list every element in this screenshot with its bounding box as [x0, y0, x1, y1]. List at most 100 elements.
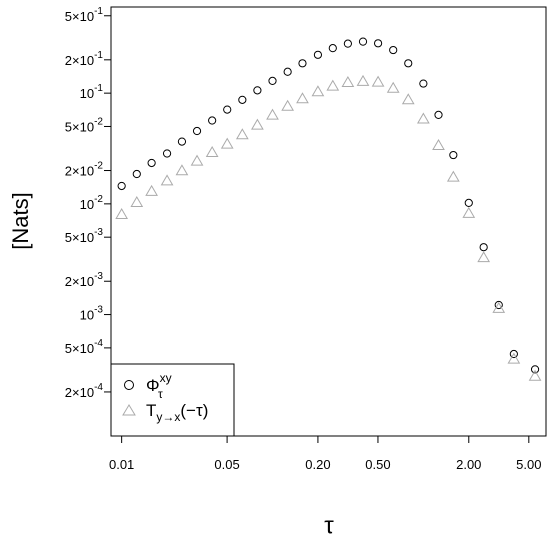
y-axis: 2×10-45×10-410-32×10-35×10-310-22×10-25×… [65, 6, 111, 400]
y-tick-exponent: -3 [94, 305, 103, 316]
legend: Φxy τ Ty→x(−τ) [110, 363, 235, 437]
point-phi [494, 300, 503, 310]
point-phi [192, 126, 202, 136]
plot-frame [110, 6, 547, 437]
y-tick-label: 10-3 [80, 305, 104, 323]
y-tick-exponent: -2 [94, 161, 103, 172]
y-tick-base: 2×10 [65, 274, 94, 289]
point-transfer [235, 128, 249, 140]
point-phi [404, 59, 413, 68]
point-phi [328, 44, 337, 53]
point-transfer [220, 137, 234, 149]
point-transfer [432, 139, 445, 151]
point-transfer [416, 112, 430, 124]
point-transfer [462, 206, 476, 218]
point-phi [223, 105, 232, 114]
y-tick-exponent: -1 [94, 83, 103, 94]
point-phi [373, 39, 383, 48]
y-tick-base: 5×10 [65, 9, 94, 24]
point-phi [132, 169, 141, 179]
point-transfer [130, 195, 144, 207]
y-tick-exponent: -3 [94, 227, 103, 238]
y-tick-label: 5×10-4 [65, 338, 104, 356]
point-transfer [507, 352, 521, 364]
point-phi [464, 198, 473, 208]
point-transfer [266, 108, 279, 120]
x-tick-label: 0.05 [214, 457, 239, 472]
y-tick-label: 5×10-1 [65, 6, 104, 24]
point-phi [298, 59, 307, 68]
point-phi [253, 86, 262, 95]
x-tick-label: 5.00 [516, 457, 541, 472]
legend-phi-sub: τ [158, 387, 163, 401]
y-tick-label: 10-2 [80, 194, 104, 212]
y-tick-exponent: -2 [94, 116, 103, 127]
point-phi [147, 158, 156, 168]
y-tick-exponent: -3 [94, 271, 103, 282]
point-phi [434, 110, 443, 120]
x-tick-label: 2.00 [456, 457, 481, 472]
point-phi [530, 365, 540, 374]
point-phi [208, 116, 217, 125]
y-tick-exponent: -1 [94, 50, 103, 61]
y-tick-label: 10-1 [80, 83, 104, 101]
x-tick-label: 0.50 [365, 457, 390, 472]
legend-transfer-sub: y→x [156, 410, 180, 424]
legend-marker-transfer [122, 404, 136, 416]
point-transfer [281, 99, 295, 111]
point-transfer [145, 184, 158, 196]
point-phi [162, 149, 172, 158]
y-tick-base: 10 [80, 308, 94, 323]
point-transfer [115, 207, 129, 219]
y-tick-label: 5×10-3 [65, 227, 104, 245]
y-tick-label: 5×10-2 [65, 116, 104, 134]
point-transfer [160, 174, 174, 186]
point-phi [389, 45, 398, 55]
y-tick-exponent: -4 [94, 382, 103, 393]
y-tick-base: 10 [80, 86, 94, 101]
point-phi [509, 349, 518, 359]
y-tick-base: 2×10 [65, 53, 94, 68]
point-transfer [311, 85, 325, 97]
point-phi [117, 181, 126, 191]
legend-phi-sup: xy [160, 371, 172, 385]
legend-transfer-suffix: (−τ) [180, 401, 208, 420]
point-transfer [341, 76, 355, 88]
point-transfer [326, 79, 340, 91]
point-phi [238, 95, 247, 104]
point-phi [313, 50, 323, 59]
legend-marker-phi [124, 380, 134, 390]
legend-label-phi: Φxy τ [146, 371, 172, 401]
point-transfer [528, 369, 542, 381]
y-tick-label: 2×10-4 [65, 382, 104, 400]
y-tick-base: 5×10 [65, 341, 94, 356]
y-tick-label: 2×10-2 [65, 161, 104, 179]
point-transfer [190, 154, 204, 166]
data-points [115, 37, 542, 381]
point-transfer [296, 92, 309, 104]
point-phi [343, 39, 352, 48]
y-tick-label: 2×10-3 [65, 271, 104, 289]
point-transfer [205, 146, 219, 158]
point-transfer [477, 251, 491, 263]
y-tick-label: 2×10-1 [65, 50, 104, 68]
point-transfer [251, 118, 264, 130]
y-axis-title: [Nats] [8, 192, 33, 249]
point-transfer [371, 75, 385, 87]
point-transfer [175, 164, 189, 176]
point-phi [177, 137, 187, 146]
legend-box [110, 363, 235, 437]
legend-transfer-main: T [146, 401, 156, 420]
point-transfer [492, 301, 506, 313]
legend-label-transfer: Ty→x(−τ) [146, 401, 208, 424]
point-phi [479, 243, 488, 252]
point-phi [358, 37, 368, 46]
point-transfer [446, 170, 460, 182]
point-transfer [356, 74, 370, 86]
point-transfer [386, 81, 400, 93]
y-tick-base: 2×10 [65, 164, 94, 179]
y-tick-exponent: -4 [94, 338, 103, 349]
y-tick-base: 10 [80, 197, 94, 212]
point-transfer [401, 93, 415, 105]
